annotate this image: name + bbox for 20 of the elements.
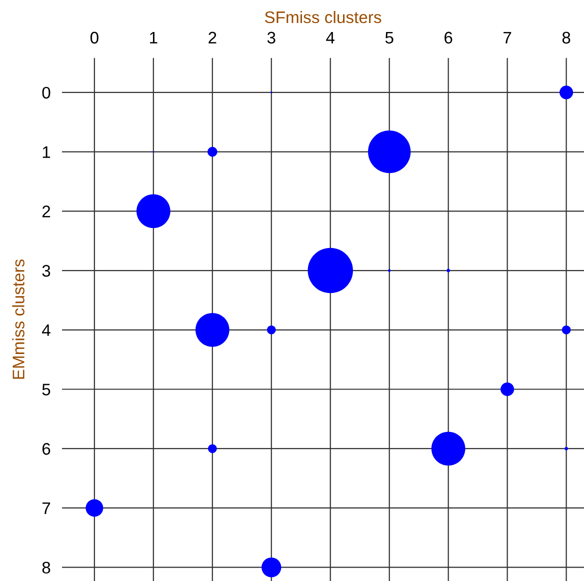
y-tick-label: 1 [42,146,50,158]
x-tick-label: 8 [562,32,570,44]
y-tick-label: 2 [42,206,50,218]
y-tick-label: 8 [42,562,50,574]
x-tick-label: 0 [90,32,98,44]
x-tick-label: 2 [208,32,216,44]
x-tick-label: 1 [150,32,158,44]
x-tick-label: 6 [444,32,452,44]
x-tick-label: 5 [385,32,394,44]
y-tick-label: 7 [42,502,50,514]
x-axis-title: SFmiss clusters [264,10,382,24]
y-tick-label: 3 [42,264,50,277]
y-tick-label: 6 [42,443,50,455]
y-tick-label: 0 [42,86,50,99]
x-tick-label: 7 [504,32,512,44]
y-tick-label: 5 [42,384,50,396]
x-tick-label: 4 [326,32,335,44]
x-tick-label: 3 [267,32,276,44]
y-tick-label: 4 [42,324,50,336]
y-axis-title: EMmiss clusters [12,259,24,379]
